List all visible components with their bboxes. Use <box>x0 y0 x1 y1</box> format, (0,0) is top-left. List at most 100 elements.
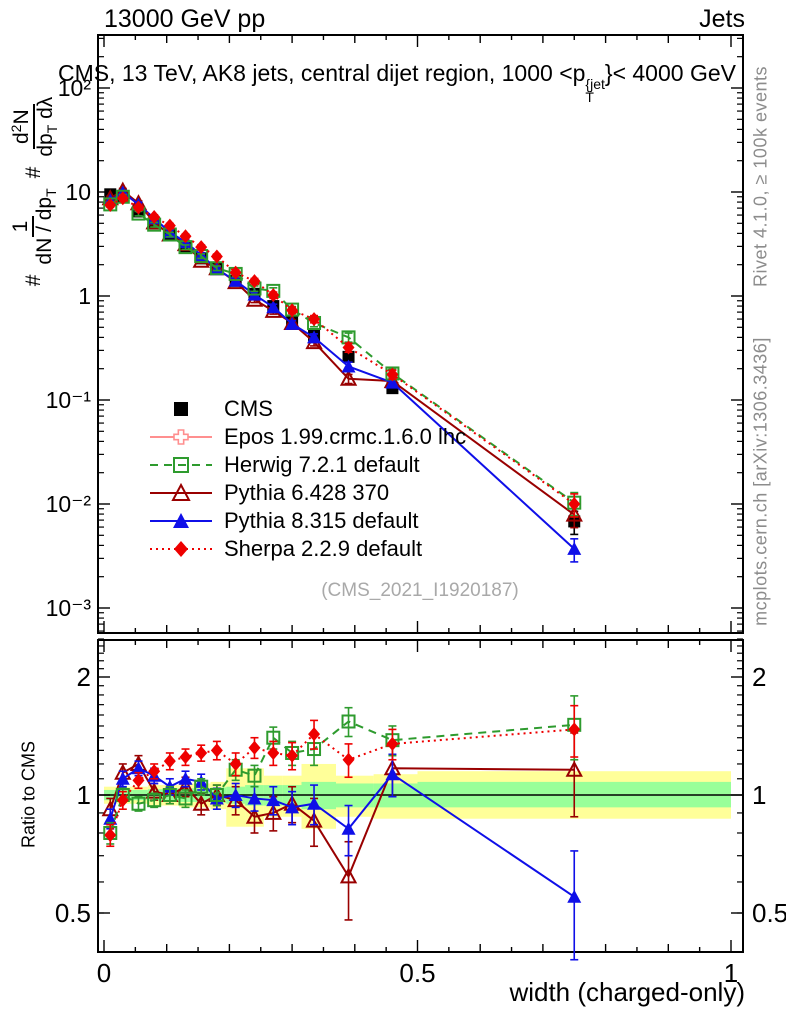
ratio-tick-label: 2 <box>752 662 766 692</box>
ratio-marker-Sherpa <box>267 745 280 760</box>
rivet-version-label: Rivet 4.1.0, ≥ 100k events <box>750 66 771 287</box>
legend-item-Epos: Epos 1.99.crmc.1.6.0 lhc <box>150 424 467 449</box>
legend-label-CMS: CMS <box>224 396 273 421</box>
ratio-marker-Pythia8 <box>385 767 400 781</box>
ratio-marker-Pythia8 <box>285 800 300 814</box>
ratio-tick-label: 0.5 <box>752 898 786 928</box>
ratio-marker-Sherpa <box>286 748 299 763</box>
ratio-marker-Pythia8 <box>115 771 130 785</box>
legend-glyph-Epos <box>173 429 189 445</box>
ratio-line-Pythia8 <box>109 767 575 898</box>
series-marker-Sherpa <box>568 497 581 511</box>
ratio-marker-Sherpa <box>342 752 355 767</box>
y-tick-label: 10 <box>65 179 91 205</box>
ratio-marker-Pythia8 <box>178 771 193 785</box>
series-marker-Sherpa <box>229 265 242 280</box>
ratio-marker-Sherpa <box>210 743 223 758</box>
ratio-marker-Sherpa <box>104 828 117 843</box>
ratio-marker-Pythia6 <box>192 794 210 811</box>
legend: CMS Epos 1.99.crmc.1.6.0 lhc Herwig 7.2.1 … <box>150 396 467 561</box>
legend-glyph-CMS <box>174 402 188 416</box>
series-marker-CMS <box>342 350 355 363</box>
y-axis-label-ratio: Ratio to CMS <box>18 740 39 849</box>
ratio-marker-Pythia8 <box>247 791 262 805</box>
x-tick-label: 0 <box>97 958 111 988</box>
series-marker-Sherpa <box>286 303 299 318</box>
ratio-marker-Sherpa <box>195 745 208 760</box>
series-marker-Pythia8 <box>266 300 281 314</box>
ratio-marker-Pythia8 <box>131 761 146 775</box>
ratio-marker-Sherpa <box>568 722 581 737</box>
ratio-marker-Herwig <box>162 788 177 802</box>
legend-label-Epos: Epos 1.99.crmc.1.6.0 lhc <box>224 424 467 449</box>
mcplots-credit-label: mcplots.cern.ch [arXiv:1306.3436] <box>750 337 771 626</box>
y-tick-label: 10⁻² <box>46 491 92 517</box>
ratio-marker-Pythia6 <box>245 807 264 824</box>
series-marker-Sherpa <box>116 191 129 206</box>
legend-glyph-Pythia6 <box>171 482 191 501</box>
legend-marker-Pythia8 <box>150 513 212 528</box>
ratio-marker-Pythia6 <box>339 867 358 884</box>
legend-marker-Sherpa <box>150 541 212 557</box>
main-series-group <box>101 181 583 563</box>
ratio-tick-label: 2 <box>77 662 91 692</box>
ratio-marker-Sherpa <box>132 773 145 788</box>
ratio-marker-Pythia6 <box>264 803 282 820</box>
ratio-marker-Herwig <box>178 791 193 806</box>
legend-item-CMS: CMS <box>150 396 466 421</box>
legend-glyph-Sherpa <box>174 541 188 557</box>
analysis-id-watermark: (CMS_2021_I1920187) <box>321 580 519 601</box>
legend-marker-Pythia6 <box>150 482 212 501</box>
ratio-marker-Herwig <box>147 793 162 808</box>
legend-item-Herwig: Herwig 7.2.1 default <box>150 452 466 477</box>
series-marker-Pythia6 <box>565 505 583 522</box>
ratio-tick-label: 1 <box>77 780 91 810</box>
legend-label-Pythia8: Pythia 8.315 default <box>224 508 419 533</box>
series-line-Herwig <box>109 195 575 504</box>
ratio-marker-Pythia8 <box>567 889 582 903</box>
series-marker-Sherpa <box>195 240 208 255</box>
beam-energy-label: 13000 GeV pp <box>104 5 266 33</box>
series-marker-Sherpa <box>132 200 145 215</box>
series-marker-Sherpa <box>248 274 261 289</box>
ratio-marker-Sherpa <box>148 764 161 779</box>
legend-marker-Herwig <box>150 457 212 473</box>
x-axis-label: width (charged-only) <box>509 977 745 1007</box>
legend-item-Pythia6: Pythia 6.428 370 <box>150 480 466 505</box>
ratio-marker-Pythia8 <box>266 793 281 807</box>
series-marker-Pythia8 <box>341 359 356 373</box>
series-marker-Pythia8 <box>567 541 582 555</box>
legend-label-Herwig: Herwig 7.2.1 default <box>224 452 420 477</box>
ratio-marker-Herwig <box>131 796 146 811</box>
legend-label-Sherpa: Sherpa 2.2.9 default <box>224 536 423 561</box>
plot-title: CMS, 13 TeV, AK8 jets, central dijet reg… <box>58 60 736 105</box>
ratio-marker-Pythia8 <box>341 821 356 835</box>
ratio-marker-Sherpa <box>248 740 261 755</box>
y-tick-label: 1 <box>78 283 91 309</box>
legend-item-Pythia8: Pythia 8.315 default <box>150 508 466 533</box>
ratio-marker-Pythia8 <box>307 796 322 810</box>
series-marker-Sherpa <box>342 340 355 355</box>
x-tick-label: 0.5 <box>399 958 435 988</box>
ratio-marker-Sherpa <box>386 736 399 751</box>
ratio-marker-Sherpa <box>116 793 129 808</box>
ratio-marker-Pythia8 <box>103 811 118 825</box>
legend-glyph-Herwig <box>173 457 189 473</box>
ratio-marker-Sherpa <box>308 727 321 742</box>
main-panel-frame <box>97 34 744 634</box>
series-marker-Pythia6 <box>339 369 358 386</box>
series-marker-Sherpa <box>148 209 161 224</box>
ratio-marker-Herwig <box>341 714 356 729</box>
ratio-series-group <box>101 695 583 961</box>
plot-title-suffix: }< 4000 GeV <box>604 60 736 86</box>
plot-title-subscript: T <box>585 89 594 106</box>
ratio-tick-label: 0.5 <box>55 898 91 928</box>
y-tick-label: 10⁻³ <box>46 595 92 621</box>
series-marker-Sherpa <box>163 218 176 233</box>
legend-label-Pythia6: Pythia 6.428 370 <box>224 480 390 505</box>
ratio-panel-frame <box>97 639 744 953</box>
series-marker-Sherpa <box>267 288 280 303</box>
series-marker-Sherpa <box>386 367 399 382</box>
plot-title-superscript: {jet <box>585 76 605 92</box>
